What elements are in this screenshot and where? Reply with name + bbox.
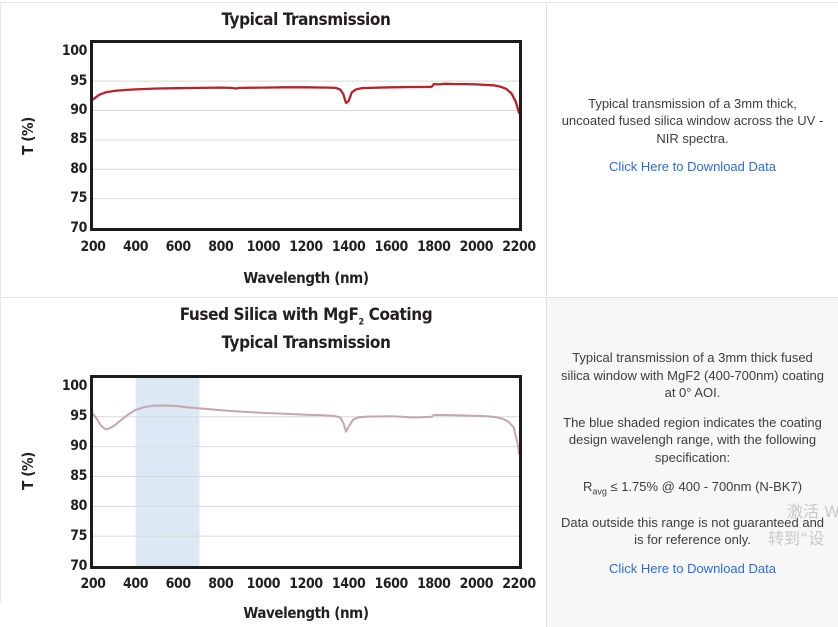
transmission-curve — [92, 404, 520, 455]
x-tick-label: 200 — [80, 239, 106, 255]
x-tick-label: 800 — [208, 239, 234, 255]
transmission-curve — [91, 82, 521, 115]
coated-description-panel: Typical transmission of a 3mm thick fuse… — [546, 297, 838, 627]
x-tick-label: 600 — [165, 239, 191, 255]
plot-svg — [92, 378, 520, 566]
subscript-avg: avg — [592, 487, 607, 498]
y-tick-label: 100 — [61, 43, 87, 60]
subscript-2: 2 — [358, 317, 365, 328]
y-tick-label: 70 — [70, 557, 87, 574]
uncoated-transmission-chart: Typical Transmission T (%) 100 95 90 85 80 75… — [1, 3, 546, 296]
x-tick-label: 2200 — [502, 239, 536, 255]
y-tick-label: 90 — [70, 102, 87, 119]
y-axis-label: T (%) — [19, 452, 37, 490]
chart-title-line1: Fused Silica with MgF2 Coating — [179, 305, 433, 328]
y-tick-label: 75 — [70, 190, 87, 207]
description-para3: Data outside this range is not guarantee… — [560, 514, 825, 548]
activation-watermark-line2: 转到“设 — [768, 529, 825, 548]
chart-title: Typical Transmission — [221, 10, 391, 30]
x-tick-label: 1600 — [374, 239, 408, 255]
download-data-link[interactable]: Click Here to Download Data — [609, 560, 776, 576]
y-tick-label: 95 — [70, 408, 87, 425]
x-tick-label: 1400 — [331, 239, 366, 255]
y-tick-label: 70 — [70, 219, 87, 236]
x-tick-label: 2000 — [459, 239, 494, 255]
description-para2: The blue shaded region indicates the coa… — [563, 414, 822, 465]
uncoated-description-panel: Typical transmission of a 3mm thick, unc… — [546, 3, 838, 296]
y-tick-label: 90 — [70, 438, 87, 455]
x-tick-label: 1800 — [417, 239, 451, 255]
y-tick-label: 95 — [70, 72, 87, 89]
coating-spec-text: Ravg ≤ 1.75% @ 400 - 700nm (N-BK7) — [582, 479, 803, 498]
y-tick-label: 85 — [70, 131, 87, 148]
y-tick-label: 75 — [70, 527, 87, 544]
y-tick-label: 80 — [70, 160, 87, 177]
plot-area — [90, 375, 522, 569]
description-text: Typical transmission of a 3mm thick, unc… — [561, 95, 824, 146]
x-tick-label: 1000 — [246, 239, 281, 255]
design-wavelength-band — [135, 378, 200, 566]
chart-title-line2: Typical Transmission — [221, 333, 391, 353]
x-axis-label: Wavelength (nm) — [243, 269, 369, 287]
y-tick-label: 100 — [61, 378, 87, 395]
x-axis-label: Wavelength (nm) — [243, 604, 369, 622]
y-tick-label: 85 — [70, 467, 87, 484]
download-data-link[interactable]: Click Here to Download Data — [609, 159, 776, 175]
plot-area — [90, 40, 522, 231]
y-tick-label: 80 — [70, 497, 87, 514]
description-para1: Typical transmission of a 3mm thick fuse… — [560, 350, 824, 401]
x-tick-label: 400 — [123, 239, 149, 255]
plot-svg — [91, 80, 521, 200]
activation-watermark-line1: 激活 W — [787, 502, 838, 521]
y-axis-label: T (%) — [19, 117, 37, 155]
x-tick-label: 1200 — [289, 239, 323, 255]
x-tick-label: 2200 — [502, 576, 536, 592]
coated-transmission-chart: Fused Silica with MgF2 Coating Typical T… — [1, 297, 546, 627]
